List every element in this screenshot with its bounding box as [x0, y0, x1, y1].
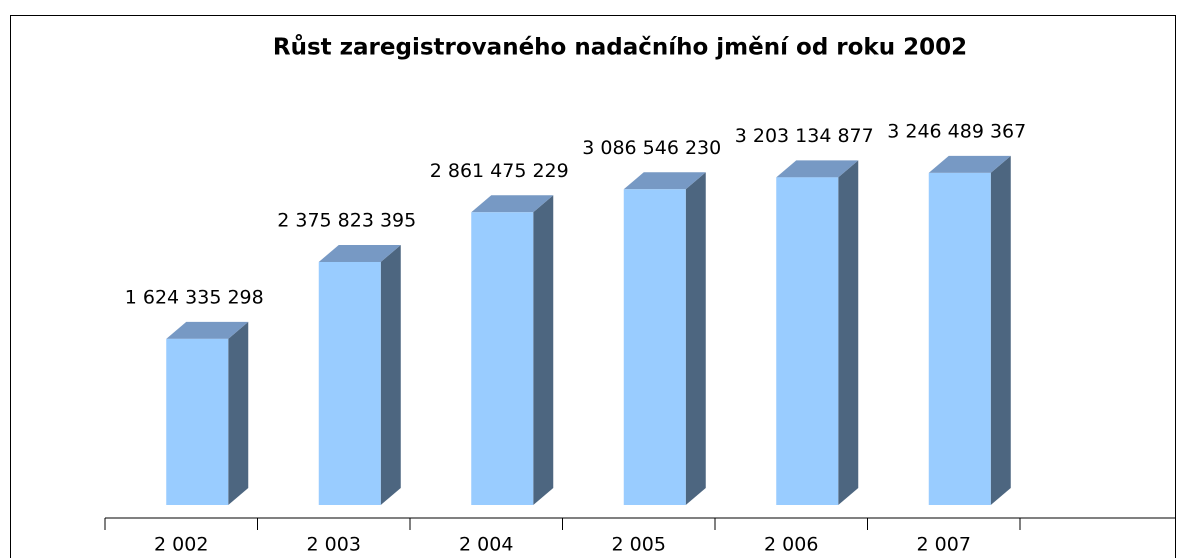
data-label: 3 246 489 367 [887, 120, 1026, 142]
bar-side [838, 160, 859, 506]
bar-side [380, 244, 401, 505]
bar-top [318, 244, 401, 262]
bar-top [623, 172, 706, 190]
bar-top [471, 195, 554, 213]
bar [623, 189, 686, 506]
bar [318, 261, 381, 505]
x-tick-label: 2 007 [917, 534, 971, 556]
bar-side [990, 155, 1011, 505]
bar [776, 177, 839, 506]
data-label: 2 375 823 395 [277, 209, 416, 231]
bar-top [928, 155, 1011, 173]
chart-title: Růst zaregistrovaného nadačního jmění od… [273, 34, 967, 61]
bar [166, 338, 229, 505]
x-tick-label: 2 003 [307, 534, 361, 556]
bar [928, 172, 991, 505]
x-tick-label: 2 002 [154, 534, 208, 556]
data-label: 3 203 134 877 [735, 125, 874, 147]
x-tick-label: 2 006 [764, 534, 818, 556]
bar-top [166, 321, 249, 339]
bar-side [228, 321, 249, 505]
bar-side [533, 195, 554, 506]
data-label: 3 086 546 230 [582, 137, 721, 159]
data-label: 2 861 475 229 [430, 160, 569, 182]
x-tick-label: 2 004 [459, 534, 513, 556]
x-tick-label: 2 005 [612, 534, 666, 556]
bar [471, 212, 534, 506]
data-label: 1 624 335 298 [125, 286, 264, 308]
bar-top [776, 160, 859, 178]
bar-side [685, 172, 706, 506]
